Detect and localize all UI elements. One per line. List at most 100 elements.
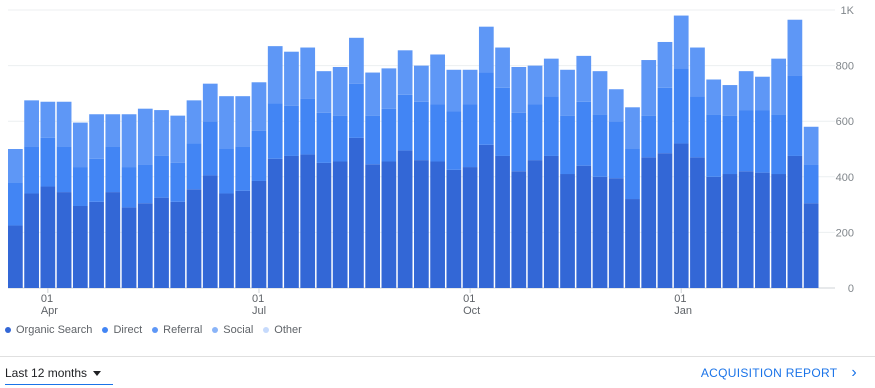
bar-segment xyxy=(576,165,592,288)
bar-segment xyxy=(397,150,413,288)
bar-segment xyxy=(300,47,316,99)
bar-segment xyxy=(154,197,169,288)
bar-segment xyxy=(300,98,316,155)
bar-segment xyxy=(787,155,803,288)
bar-segment xyxy=(722,115,738,175)
bar-segment xyxy=(72,122,88,168)
bar-segment xyxy=(40,137,56,187)
bar-segment xyxy=(690,47,705,97)
bar-segment xyxy=(690,157,705,288)
bar-segment xyxy=(267,46,283,104)
bar-segment xyxy=(154,110,169,156)
bar-segment xyxy=(738,110,754,172)
bar-segment xyxy=(787,75,803,156)
bar-segment xyxy=(24,146,39,194)
legend-swatch xyxy=(5,327,11,333)
acquisition-report-link[interactable]: ACQUISITION REPORT › xyxy=(701,362,857,384)
bar-segment xyxy=(137,164,153,204)
bar-segment xyxy=(560,115,575,175)
legend-item[interactable]: Social xyxy=(212,324,253,336)
bar-segment xyxy=(316,112,332,163)
bar-segment xyxy=(332,115,348,162)
bar-segment xyxy=(235,96,251,147)
date-range-dropdown[interactable]: Last 12 months xyxy=(5,362,114,385)
bar-segment xyxy=(446,69,462,112)
y-tick-label: 600 xyxy=(836,116,854,128)
bar-segment xyxy=(608,178,624,288)
bar-segment xyxy=(24,193,39,288)
bar-segment xyxy=(625,199,640,288)
legend-item[interactable]: Organic Search xyxy=(5,324,92,336)
bar-segment xyxy=(170,115,186,163)
legend-swatch xyxy=(102,327,109,333)
legend-item[interactable]: Referral xyxy=(152,324,202,336)
x-tick-month: Jan xyxy=(674,305,692,317)
bars xyxy=(8,15,819,288)
bar-segment xyxy=(121,114,137,168)
bar-segment xyxy=(787,19,803,76)
legend-swatch xyxy=(263,327,270,333)
bar-segment xyxy=(462,104,478,168)
x-tick-month: Jul xyxy=(252,305,266,317)
bar-segment xyxy=(316,71,332,113)
y-tick-label: 200 xyxy=(836,227,854,239)
bar-segment xyxy=(56,101,72,147)
bar-segment xyxy=(495,87,510,156)
bar-segment xyxy=(105,146,121,193)
bar-segment xyxy=(478,72,494,145)
bar-segment xyxy=(186,189,202,288)
bar-segment xyxy=(235,190,251,288)
legend-label: Direct xyxy=(113,324,143,336)
bar-segment xyxy=(300,154,316,288)
y-tick-label: 800 xyxy=(836,61,854,73)
bar-segment xyxy=(738,171,754,288)
bar-segment xyxy=(202,175,218,288)
bar-segment xyxy=(349,37,364,84)
bar-segment xyxy=(251,82,267,131)
bar-segment xyxy=(105,114,121,147)
bar-segment xyxy=(446,169,462,288)
x-tick-day: 01 xyxy=(41,293,53,305)
footer-divider xyxy=(0,356,875,357)
bar-segment xyxy=(414,160,429,288)
bar-segment xyxy=(462,69,478,105)
bar-segment xyxy=(771,58,787,115)
bar-segment xyxy=(430,161,445,288)
bar-segment xyxy=(592,114,608,177)
legend-swatch xyxy=(152,327,159,333)
bar-segment xyxy=(267,103,283,159)
bar-segment xyxy=(592,71,608,115)
bar-segment xyxy=(803,203,819,288)
bar-segment xyxy=(121,167,137,208)
bar-segment xyxy=(690,96,705,158)
bar-segment xyxy=(365,72,381,116)
bar-segment xyxy=(641,115,657,158)
bar-segment xyxy=(284,155,299,288)
bar-segment xyxy=(8,225,23,288)
bar-segment xyxy=(219,193,234,288)
bar-segment xyxy=(673,143,689,288)
bar-segment xyxy=(365,164,381,288)
bar-segment xyxy=(349,83,364,138)
y-tick-label: 0 xyxy=(848,283,854,295)
bar-segment xyxy=(397,94,413,151)
bar-segment xyxy=(755,172,770,288)
legend-swatch xyxy=(212,327,219,333)
acquisition-report-label: ACQUISITION REPORT xyxy=(700,366,838,380)
bar-segment xyxy=(365,115,381,165)
bar-segment xyxy=(495,47,510,88)
bar-segment xyxy=(381,68,397,109)
legend-item[interactable]: Direct xyxy=(102,324,142,336)
bar-segment xyxy=(251,130,267,181)
legend-item[interactable]: Other xyxy=(263,324,302,336)
bar-segment xyxy=(430,104,445,162)
bar-segment xyxy=(673,15,689,69)
chevron-right-icon: › xyxy=(851,364,857,381)
bar-segment xyxy=(803,126,819,165)
bar-segment xyxy=(641,157,657,288)
bar-segment xyxy=(560,174,575,288)
bar-segment xyxy=(771,114,787,175)
legend-label: Organic Search xyxy=(16,324,93,336)
bar-segment xyxy=(381,161,397,288)
